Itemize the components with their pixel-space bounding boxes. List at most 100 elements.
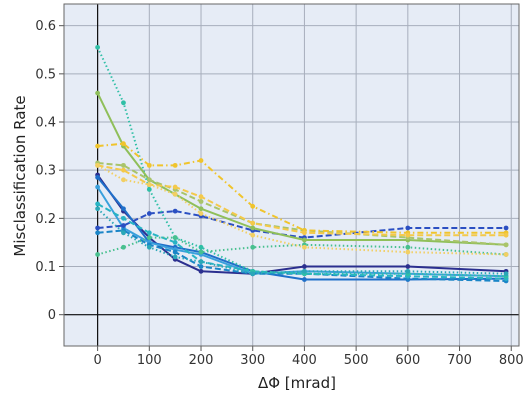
data-point bbox=[95, 90, 101, 96]
data-point bbox=[95, 252, 101, 257]
data-point bbox=[95, 143, 101, 149]
data-point bbox=[146, 211, 152, 216]
data-point bbox=[146, 230, 152, 236]
data-point bbox=[95, 44, 101, 50]
data-point bbox=[146, 177, 152, 183]
x-axis-ticks: 0 100 200 300 400 500 600 700 800 bbox=[93, 346, 523, 368]
data-point bbox=[121, 206, 126, 212]
data-point bbox=[95, 184, 101, 190]
y-tick-label: 0.4 bbox=[35, 116, 56, 131]
data-point bbox=[95, 225, 101, 231]
data-point bbox=[121, 141, 126, 147]
data-point bbox=[146, 187, 152, 192]
data-point bbox=[503, 242, 509, 248]
y-axis-label: Misclassification Rate bbox=[11, 95, 29, 256]
data-point bbox=[198, 268, 204, 274]
y-tick-label: 0.3 bbox=[35, 164, 56, 179]
data-point bbox=[198, 264, 204, 269]
data-point bbox=[302, 277, 307, 282]
data-point bbox=[405, 232, 411, 238]
data-point bbox=[172, 249, 178, 255]
x-tick-label: 0 bbox=[93, 353, 101, 368]
data-point bbox=[198, 158, 204, 163]
x-axis-label: ΔΦ [mrad] bbox=[258, 374, 336, 392]
data-point bbox=[95, 201, 101, 207]
data-point bbox=[172, 162, 178, 168]
x-tick-label: 400 bbox=[292, 353, 317, 368]
data-point bbox=[121, 100, 126, 106]
data-point bbox=[198, 244, 204, 250]
series-14 bbox=[95, 162, 509, 257]
x-tick-label: 800 bbox=[499, 353, 523, 368]
data-point bbox=[503, 252, 509, 257]
data-point bbox=[172, 191, 178, 197]
data-point bbox=[250, 203, 256, 209]
y-tick-label: 0.5 bbox=[35, 67, 56, 82]
data-point bbox=[146, 162, 152, 168]
data-point bbox=[121, 230, 126, 236]
y-tick-label: 0.2 bbox=[35, 212, 56, 227]
data-point bbox=[198, 199, 204, 204]
data-point bbox=[405, 225, 411, 231]
series-9 bbox=[95, 206, 509, 277]
data-point bbox=[405, 249, 411, 255]
data-point bbox=[405, 264, 411, 269]
series-12 bbox=[95, 141, 509, 236]
data-point bbox=[121, 177, 126, 183]
x-tick-label: 100 bbox=[137, 353, 162, 368]
data-point bbox=[172, 184, 178, 190]
data-point bbox=[95, 162, 101, 168]
y-tick-label: 0 bbox=[48, 308, 56, 323]
plot-frame bbox=[63, 3, 520, 347]
data-point bbox=[198, 249, 204, 255]
data-point bbox=[250, 225, 256, 231]
data-point bbox=[405, 268, 411, 274]
x-tick-label: 300 bbox=[240, 353, 265, 368]
x-tick-label: 500 bbox=[344, 353, 369, 368]
data-point bbox=[172, 208, 178, 214]
data-point bbox=[121, 162, 126, 168]
data-point bbox=[146, 182, 152, 188]
data-point bbox=[302, 244, 307, 250]
data-point bbox=[302, 230, 307, 236]
data-point bbox=[198, 194, 204, 200]
data-point bbox=[198, 211, 204, 216]
data-point bbox=[250, 244, 256, 250]
data-point bbox=[146, 235, 152, 241]
y-tick-label: 0.1 bbox=[35, 260, 56, 275]
data-point bbox=[302, 237, 307, 243]
data-point bbox=[503, 232, 509, 238]
data-point bbox=[121, 244, 126, 250]
data-point bbox=[95, 206, 101, 212]
data-point bbox=[95, 230, 101, 236]
data-point bbox=[503, 271, 509, 277]
data-point bbox=[503, 225, 509, 231]
data-point bbox=[302, 264, 307, 269]
data-point bbox=[250, 232, 256, 238]
data-point bbox=[250, 220, 256, 226]
x-tick-label: 700 bbox=[447, 353, 472, 368]
data-point bbox=[172, 235, 178, 241]
data-point bbox=[198, 206, 204, 212]
series-8 bbox=[95, 235, 509, 257]
y-axis-ticks: 0 0.1 0.2 0.3 0.4 0.5 0.6 bbox=[35, 19, 64, 323]
series-layer bbox=[95, 44, 509, 284]
data-point bbox=[172, 254, 178, 260]
x-tick-label: 200 bbox=[189, 353, 214, 368]
plot-background bbox=[64, 4, 519, 346]
data-point bbox=[198, 259, 204, 265]
data-point bbox=[405, 244, 411, 250]
data-point bbox=[121, 167, 126, 173]
data-point bbox=[172, 240, 178, 245]
x-tick-label: 600 bbox=[395, 353, 420, 368]
series-line bbox=[97, 236, 507, 256]
data-point bbox=[121, 223, 126, 228]
y-tick-label: 0.6 bbox=[35, 19, 56, 34]
data-point bbox=[95, 175, 101, 180]
data-point bbox=[146, 244, 152, 250]
data-point bbox=[121, 215, 126, 221]
data-point bbox=[302, 268, 307, 274]
series-line bbox=[96, 207, 507, 275]
data-point bbox=[250, 271, 256, 277]
